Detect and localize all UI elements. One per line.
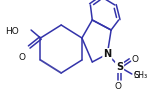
Text: S: S — [134, 70, 139, 80]
Text: S: S — [116, 62, 123, 72]
Text: CH₃: CH₃ — [134, 70, 148, 80]
Text: HO: HO — [5, 27, 19, 36]
Text: O: O — [114, 82, 121, 91]
Text: N: N — [103, 49, 111, 59]
Text: O: O — [132, 55, 139, 63]
Text: O: O — [18, 53, 25, 62]
Text: S: S — [135, 74, 136, 75]
